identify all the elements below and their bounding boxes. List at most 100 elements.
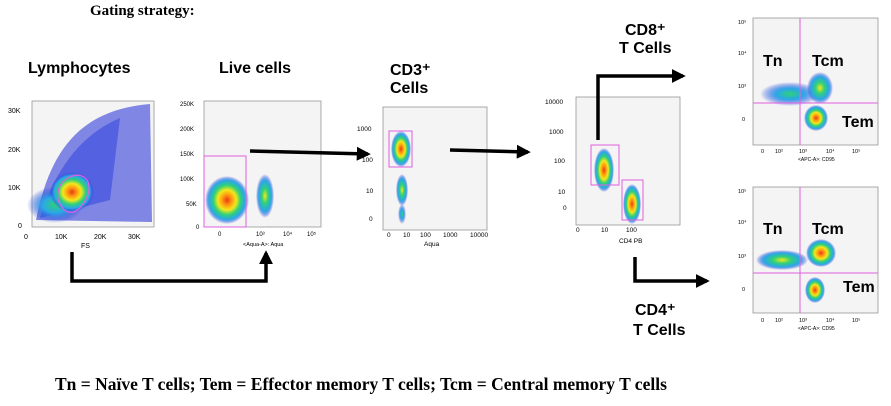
plot6-xtick-0: 0 (761, 318, 764, 324)
plot4-gate-cd4 (621, 179, 644, 221)
plot5-cluster-tn (760, 82, 820, 106)
cd4-label-line2: T Cells (633, 322, 686, 339)
plot3-title-line2: Cells (390, 80, 429, 97)
plot1-ytick-3: 0 (18, 223, 22, 230)
plot6-ytick-1: 10⁴ (738, 219, 747, 226)
plot4-xtick-2: 100 (626, 227, 637, 234)
plot5-gate-tn: Tn (763, 53, 783, 70)
plot2-ytick-1: 200K (180, 127, 194, 133)
plot4-gate-cd8 (590, 144, 620, 186)
plot4-cd4-cd8: 0 10 100 CD4 PB 10000 1000 100 10 0 (545, 96, 681, 245)
plot5-cd8-memory: Tn Tcm Tem 0 10² 10³ 10⁴ 10⁵ <APC-A>: CD… (738, 17, 879, 163)
plot5-gate-tcm: Tcm (812, 53, 844, 70)
plot5-gate-tem: Tem (842, 114, 874, 131)
plot5-ytick-2: 10³ (738, 84, 746, 90)
plot5-cluster-tcm (807, 72, 833, 104)
plot4-cluster-cd4 (623, 184, 641, 224)
plot3-ytick-2: 10 (366, 188, 374, 195)
plot4-xtick-1: 10 (601, 227, 609, 234)
plot5-xtick-3: 10⁴ (826, 148, 835, 155)
plot6-ytick-2: 10³ (738, 254, 746, 260)
plot1-xtick-1: 10K (55, 234, 68, 241)
plot2-ytick-2: 150K (180, 152, 194, 158)
plot3-cluster-tail (398, 204, 406, 224)
plot3-xtick-0: 0 (387, 232, 391, 239)
plot3-cluster-cd3pos (391, 131, 411, 167)
plot3-xtick-3: 1000 (443, 232, 458, 239)
plot5-ytick-0: 10⁵ (738, 19, 746, 26)
plot1-ytick-2: 10K (8, 185, 21, 192)
cd8-label-line1: CD8⁺ (625, 22, 666, 39)
plot6-cluster-tcm (806, 239, 836, 267)
plot6-gate-tn: Tn (763, 221, 783, 238)
plot6-xaxis-label: <APC-A>: CD95 (798, 326, 835, 332)
plot1-xtick-0: 0 (24, 234, 28, 241)
footer-legend: Tn = Naïve T cells; Tem = Effector memor… (55, 374, 667, 394)
arrow-lymph-to-live (70, 250, 273, 283)
plot6-gate-tcm: Tcm (812, 221, 844, 238)
plot1-xtick-2: 20K (94, 234, 107, 241)
plot5-ytick-1: 10⁴ (738, 50, 747, 57)
plot1-ytick-0: 30K (8, 108, 21, 115)
plot4-xtick-0: 0 (576, 227, 580, 234)
plot5-xtick-2: 10³ (799, 149, 807, 155)
heading: Gating strategy: (90, 3, 195, 19)
plot3-ytick-3: 0 (369, 216, 373, 223)
plot2-title: Live cells (219, 60, 292, 77)
plot5-ytick-3: 0 (742, 117, 745, 123)
plot1-title: Lymphocytes (28, 60, 131, 77)
plot1-xtick-3: 30K (128, 234, 141, 241)
plot3-ytick-1: 100 (362, 157, 373, 164)
plot5-xtick-1: 10² (775, 149, 783, 155)
plot2-xtick-3: 10⁵ (307, 231, 317, 238)
plot2-ytick-3: 100K (180, 177, 194, 183)
plot6-cd4-memory: Tn Tcm Tem 0 10² 10³ 10⁴ 10⁵ <APC-A>: CD… (738, 186, 879, 332)
plot5-cluster-tem (804, 105, 828, 131)
plot4-ytick-4: 0 (563, 205, 567, 212)
plot2-ytick-0: 250K (180, 102, 194, 108)
plot2-cluster-dead (256, 174, 274, 218)
plot2-ytick-5: 0 (196, 225, 200, 231)
plot3-title-line1: CD3⁺ (390, 62, 431, 79)
plot6-cluster-tn (756, 250, 808, 270)
plot2-xtick-0: 0 (218, 232, 222, 238)
plot5-xaxis-label: <APC-A>: CD95 (798, 157, 835, 163)
plot2-xaxis-label: <Aqua-A>: Aqua (243, 242, 284, 248)
plot3-ytick-0: 1000 (357, 126, 372, 133)
plot6-gate-tem: Tem (843, 279, 875, 296)
plot6-xtick-3: 10⁴ (826, 317, 835, 324)
plot6-xtick-1: 10² (775, 318, 783, 324)
plot2-cluster-live (205, 176, 249, 224)
plot4-ytick-2: 100 (554, 158, 565, 165)
plot3-xtick-4: 10000 (470, 232, 488, 239)
plot1-ytick-1: 20K (8, 147, 21, 154)
plot1-scatter-cloud (27, 104, 152, 223)
plot6-cluster-tem (805, 277, 825, 303)
arrow-cd3-to-cd4cd8 (449, 144, 531, 159)
plot1-lymphocytes: 0 10K 20K 30K FS 30K 20K 10K 0 (8, 100, 155, 250)
arrow-to-cd4-subsets (633, 257, 710, 288)
plot2-xtick-2: 10⁴ (283, 231, 293, 238)
plot3-xtick-1: 10 (403, 232, 411, 239)
plot2-gate (203, 155, 247, 228)
plot1-gate (57, 174, 90, 213)
plot5-xtick-0: 0 (761, 149, 764, 155)
plot6-xtick-4: 10⁵ (852, 317, 860, 324)
plot2-live-cells: 0 10³ 10⁴ 10⁵ <Aqua-A>: Aqua 250K 200K 1… (180, 100, 322, 248)
plot3-xaxis-label: Aqua (424, 241, 440, 248)
plot4-ytick-3: 10 (558, 189, 566, 196)
plot3-gate (388, 130, 413, 168)
plot4-ytick-1: 1000 (549, 129, 564, 136)
plot2-xtick-1: 10³ (256, 232, 265, 238)
plot6-ytick-3: 0 (742, 287, 745, 293)
plot3-cd3-cells: 0 10 100 1000 10000 Aqua 1000 100 10 0 (357, 106, 488, 248)
plot4-xaxis-label: CD4 PB (619, 238, 642, 245)
flow-arrows (70, 69, 710, 288)
plot5-xtick-4: 10⁵ (852, 148, 860, 155)
plot2-ytick-4: 50K (186, 202, 197, 208)
cd8-label-line2: T Cells (619, 40, 672, 57)
plot3-xtick-2: 100 (420, 232, 431, 239)
cd4-label-line1: CD4⁺ (635, 302, 676, 319)
